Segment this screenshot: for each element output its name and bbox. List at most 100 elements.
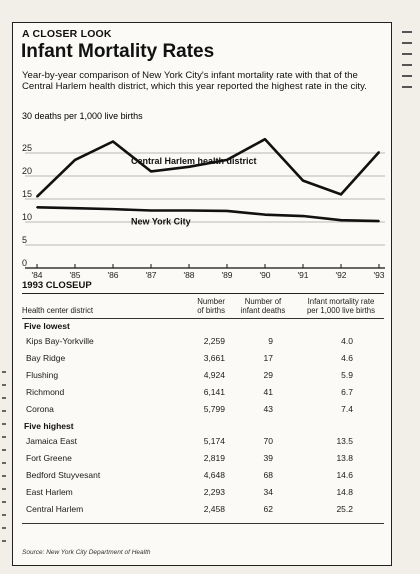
data-point bbox=[264, 138, 266, 141]
data-point bbox=[302, 179, 304, 182]
rate-cell: 14.6 bbox=[336, 470, 353, 480]
data-point bbox=[150, 170, 152, 173]
data-point bbox=[112, 208, 114, 211]
deaths-cell: 68 bbox=[263, 470, 273, 480]
col-head-rate-line1: Infant mortality rate bbox=[307, 297, 375, 306]
deaths-cell: 39 bbox=[263, 453, 273, 463]
deaths-cell: 9 bbox=[268, 336, 273, 346]
births-cell: 5,799 bbox=[203, 404, 225, 414]
district-cell: Bedford Stuyvesant bbox=[26, 470, 101, 480]
rate-cell: 25.2 bbox=[336, 504, 353, 514]
table-header-rule bbox=[22, 318, 384, 319]
district-cell: Bay Ridge bbox=[26, 353, 66, 363]
data-point bbox=[36, 195, 38, 198]
deaths-cell: 17 bbox=[263, 353, 273, 363]
data-point bbox=[226, 159, 228, 161]
x-tick-label: '84 bbox=[31, 270, 42, 278]
deaths-cell: 43 bbox=[263, 404, 273, 414]
y-tick-label: 5 bbox=[22, 235, 27, 245]
infographic-box: A CLOSER LOOK Infant Mortality Rates Yea… bbox=[12, 22, 392, 566]
rate-cell: 13.5 bbox=[336, 436, 353, 446]
x-tick-label: '90 bbox=[259, 270, 270, 278]
col-head-births: Number of births bbox=[173, 297, 225, 315]
x-tick-label: '93 bbox=[373, 270, 384, 278]
births-cell: 2,259 bbox=[203, 336, 225, 346]
y-tick-label: 20 bbox=[22, 166, 32, 176]
deaths-cell: 29 bbox=[263, 370, 273, 380]
col-head-deaths-line2: infant deaths bbox=[240, 306, 286, 315]
table-bottom-rule bbox=[22, 523, 384, 524]
births-cell: 2,458 bbox=[203, 504, 225, 514]
series-line-0 bbox=[36, 137, 380, 198]
infographic-subtitle: Year-by-year comparison of New York City… bbox=[22, 70, 367, 93]
district-cell: East Harlem bbox=[26, 487, 73, 497]
deaths-cell: 41 bbox=[263, 387, 273, 397]
data-point bbox=[302, 215, 304, 217]
district-cell: Jamaica East bbox=[26, 436, 78, 446]
infographic-title: Infant Mortality Rates bbox=[21, 41, 215, 62]
col-head-district: Health center district bbox=[22, 306, 94, 315]
births-cell: 3,661 bbox=[203, 353, 225, 363]
district-cell: Corona bbox=[26, 404, 54, 414]
data-point bbox=[112, 140, 114, 143]
rate-cell: 7.4 bbox=[341, 404, 353, 414]
series-line-1 bbox=[36, 205, 380, 223]
data-point bbox=[378, 151, 380, 153]
x-tick-label: '86 bbox=[107, 270, 118, 278]
data-point bbox=[340, 219, 342, 222]
births-cell: 4,924 bbox=[203, 370, 225, 380]
district-cell: Flushing bbox=[26, 370, 59, 380]
col-head-births-line1: Number bbox=[197, 297, 225, 306]
line-chart: 30 deaths per 1,000 live births 0 5 10 15 20… bbox=[22, 111, 385, 278]
x-tick-label: '87 bbox=[145, 270, 156, 278]
district-cell: Fort Greene bbox=[26, 453, 72, 463]
data-point bbox=[226, 210, 228, 212]
adjacent-column-fragment bbox=[398, 22, 420, 122]
x-tick-label: '89 bbox=[221, 270, 232, 278]
group-label-highest: Five highest bbox=[24, 421, 74, 431]
series-label: New York City bbox=[131, 217, 191, 227]
y-tick-label: 15 bbox=[22, 189, 32, 199]
group-label-lowest: Five lowest bbox=[24, 321, 70, 331]
district-cell: Kips Bay-Yorkville bbox=[26, 336, 94, 346]
col-head-rate-line2: per 1,000 live births bbox=[306, 306, 376, 315]
col-head-deaths: Number of infant deaths bbox=[233, 297, 293, 315]
district-cell: Central Harlem bbox=[26, 504, 84, 514]
deaths-cell: 62 bbox=[263, 504, 273, 514]
data-point bbox=[150, 209, 152, 212]
x-tick-label: '85 bbox=[69, 270, 80, 278]
rate-cell: 4.0 bbox=[341, 336, 353, 346]
y-tick-label: 0 bbox=[22, 258, 27, 268]
data-point bbox=[378, 220, 380, 222]
data-point bbox=[340, 193, 342, 196]
births-cell: 2,293 bbox=[203, 487, 225, 497]
closeup-heading: 1993 CLOSEUP bbox=[22, 280, 384, 294]
deaths-cell: 34 bbox=[263, 487, 273, 497]
rate-cell: 5.9 bbox=[341, 370, 353, 380]
page-edge-marks bbox=[0, 360, 8, 560]
x-tick-label: '88 bbox=[183, 270, 194, 278]
x-tick-label: '91 bbox=[297, 270, 308, 278]
data-point bbox=[264, 213, 266, 216]
col-head-deaths-line1: Number of bbox=[244, 297, 282, 306]
births-cell: 2,819 bbox=[203, 453, 225, 463]
births-cell: 6,141 bbox=[203, 387, 225, 397]
data-point bbox=[74, 159, 76, 161]
kicker-label: A CLOSER LOOK bbox=[22, 28, 112, 40]
data-point bbox=[74, 207, 76, 210]
y-tick-label: 25 bbox=[22, 143, 32, 153]
data-point bbox=[188, 165, 190, 168]
data-point bbox=[36, 206, 38, 209]
col-head-rate: Infant mortality rate per 1,000 live bir… bbox=[295, 297, 387, 315]
x-tick-label: '92 bbox=[335, 270, 346, 278]
births-cell: 5,174 bbox=[203, 436, 225, 446]
rate-cell: 13.8 bbox=[336, 453, 353, 463]
deaths-cell: 70 bbox=[263, 436, 273, 446]
rate-cell: 14.8 bbox=[336, 487, 353, 497]
y-tick-label: 10 bbox=[22, 212, 32, 222]
rate-cell: 6.7 bbox=[341, 387, 353, 397]
births-cell: 4,648 bbox=[203, 470, 225, 480]
col-head-births-line2: of births bbox=[197, 306, 225, 315]
rate-cell: 4.6 bbox=[341, 353, 353, 363]
